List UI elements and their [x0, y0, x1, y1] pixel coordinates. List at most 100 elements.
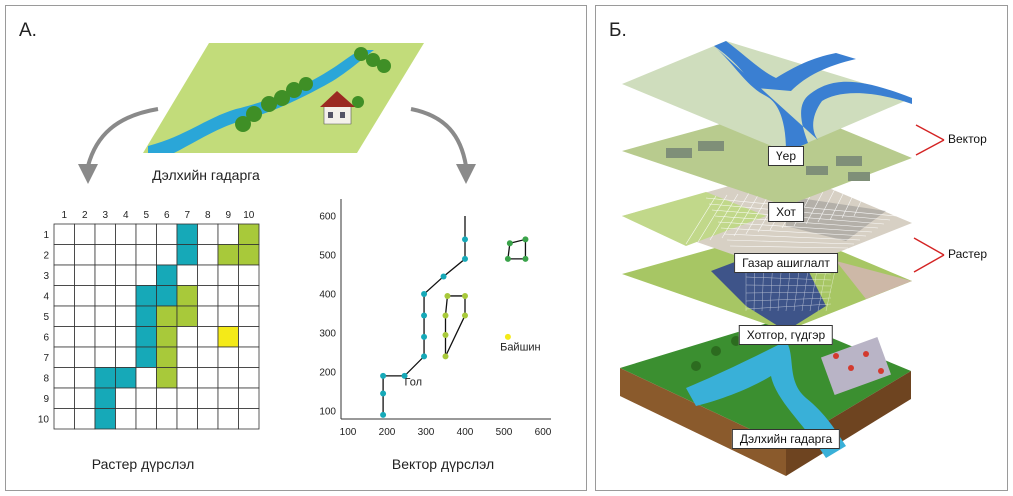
raster-cell — [74, 305, 96, 327]
house-vertex — [522, 236, 529, 243]
raster-col-label: 2 — [82, 210, 88, 221]
river-vertex — [380, 411, 387, 418]
raster-cell — [217, 326, 239, 348]
raster-cell — [135, 346, 157, 368]
y-tick-label: 100 — [319, 407, 336, 418]
raster-cell — [197, 305, 219, 327]
field-vertex — [442, 353, 449, 360]
raster-cell — [197, 264, 219, 286]
raster-cell — [217, 305, 239, 327]
raster-cell — [238, 305, 260, 327]
layer-label-land-use: Газар ашиглалт — [734, 253, 838, 273]
layer-label-earth-surface: Дэлхийн гадарга — [731, 429, 841, 449]
raster-cell — [176, 223, 198, 245]
raster-col-label: 5 — [143, 210, 149, 221]
house-point — [504, 333, 511, 340]
raster-cell — [135, 408, 157, 430]
raster-row-label: 5 — [43, 312, 49, 323]
raster-col-label: 7 — [184, 210, 190, 221]
y-tick-label: 200 — [319, 368, 336, 379]
raster-cell — [197, 408, 219, 430]
raster-cell — [94, 285, 116, 307]
raster-cell — [94, 326, 116, 348]
flood-layer — [622, 41, 912, 152]
raster-cell — [94, 346, 116, 368]
raster-cell — [53, 223, 75, 245]
raster-cell — [74, 408, 96, 430]
river-vertex — [440, 273, 447, 280]
raster-row-label: 6 — [43, 332, 49, 343]
raster-cell — [135, 367, 157, 389]
river-vertex — [380, 372, 387, 379]
y-tick-label: 400 — [319, 290, 336, 301]
raster-cell — [156, 326, 178, 348]
raster-col-label: 6 — [164, 210, 170, 221]
raster-cell — [53, 387, 75, 409]
right-arrow-icon — [410, 107, 468, 167]
raster-cell — [115, 367, 137, 389]
raster-cell — [197, 326, 219, 348]
raster-grid: 1 2 3 4 5 6 7 8 9 10 1 2 3 4 5 6 7 8 9 10 — [38, 210, 260, 430]
raster-cell — [156, 346, 178, 368]
raster-cell — [197, 244, 219, 266]
field-polygon — [444, 295, 466, 357]
raster-cell — [238, 326, 260, 348]
river-vertex — [421, 353, 428, 360]
raster-cell — [156, 285, 178, 307]
raster-cell — [53, 346, 75, 368]
raster-cell — [74, 244, 96, 266]
panel-b: Б. — [595, 5, 1008, 491]
raster-cell — [176, 387, 198, 409]
field-vertex — [444, 292, 451, 299]
x-tick-label: 100 — [340, 427, 357, 438]
x-tick-label: 600 — [535, 427, 552, 438]
raster-cell — [74, 367, 96, 389]
raster-cell — [176, 305, 198, 327]
river-label: Гол — [405, 377, 423, 389]
house-vertex — [522, 255, 529, 262]
raster-cell — [115, 223, 137, 245]
raster-cell — [53, 264, 75, 286]
raster-cell — [53, 285, 75, 307]
raster-cell — [115, 346, 137, 368]
raster-cell — [238, 408, 260, 430]
raster-cell — [197, 346, 219, 368]
right-arrowhead-icon — [456, 164, 476, 184]
raster-cell — [217, 408, 239, 430]
raster-cell — [217, 367, 239, 389]
raster-cell — [94, 244, 116, 266]
raster-cell — [156, 244, 178, 266]
raster-cell — [135, 387, 157, 409]
raster-cell — [115, 408, 137, 430]
raster-cell — [53, 305, 75, 327]
raster-cell — [197, 285, 219, 307]
raster-cell — [94, 387, 116, 409]
field-vertex — [442, 312, 449, 319]
raster-cell — [176, 285, 198, 307]
raster-cell — [217, 285, 239, 307]
field-vertex — [442, 331, 449, 338]
raster-cell — [135, 305, 157, 327]
raster-cell — [238, 264, 260, 286]
panel-a: А. Дэлхийн гадарга — [5, 5, 587, 491]
raster-cell — [53, 244, 75, 266]
river-vertex — [421, 333, 428, 340]
river-vertex — [401, 372, 408, 379]
raster-cell — [217, 264, 239, 286]
house-vertex — [506, 240, 513, 247]
raster-cell — [115, 285, 137, 307]
raster-cell — [115, 244, 137, 266]
panel-a-graphics: Дэлхийн гадарга 1 2 3 4 5 6 7 8 9 10 1 2 3 4 5 6 7 8 9 10 Р… — [38, 43, 552, 472]
raster-row-label: 4 — [43, 291, 49, 302]
raster-cell — [156, 305, 178, 327]
vector-plot: 100 200 300 400 500 600 100 200 300 400 500 600 Гол Б… — [319, 199, 552, 438]
raster-cell — [156, 264, 178, 286]
raster-caption: Растер дүрслэл — [92, 456, 195, 472]
house-label: Байшин — [500, 342, 541, 354]
raster-cell — [94, 367, 116, 389]
raster-cell — [176, 367, 198, 389]
raster-cell — [94, 408, 116, 430]
layer-label-flood: Үер — [767, 146, 805, 166]
raster-cell — [156, 387, 178, 409]
raster-cell — [176, 244, 198, 266]
